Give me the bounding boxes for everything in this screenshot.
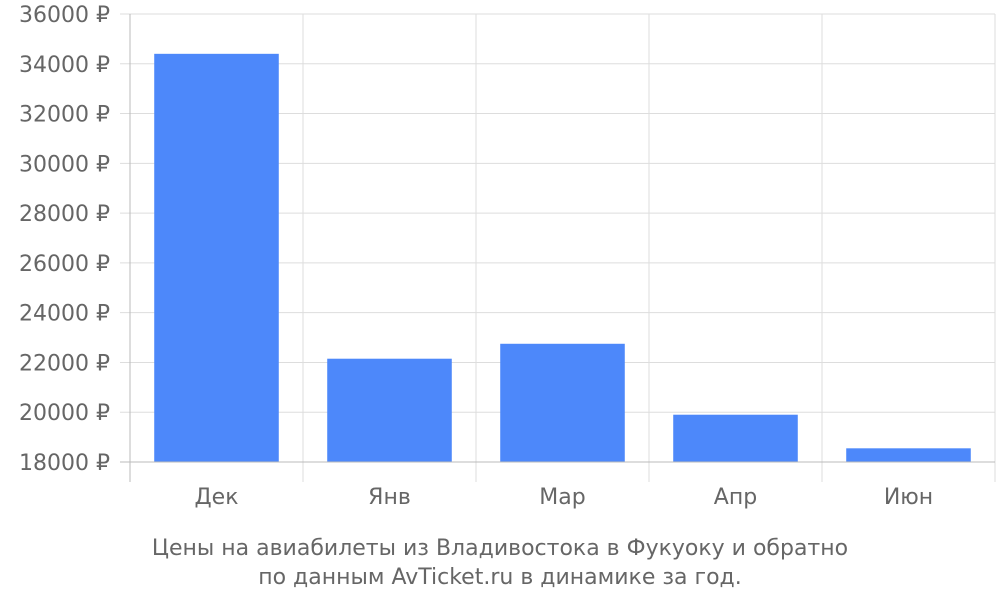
x-axis-ticks: Дек Янв Мар Апр Июн [194, 485, 933, 510]
y-tick-label: 28000 ₽ [19, 202, 110, 227]
caption-line-2: по данным AvTicket.ru в динамике за год. [258, 565, 742, 590]
caption-line-1: Цены на авиабилеты из Владивостока в Фук… [152, 536, 848, 561]
x-tick-label: Янв [368, 485, 411, 510]
y-tick-label: 30000 ₽ [19, 152, 110, 177]
axes [120, 14, 995, 482]
bar-2 [327, 358, 452, 462]
x-tick-label: Мар [539, 485, 585, 510]
y-tick-label: 18000 ₽ [19, 451, 110, 476]
x-tick-label: Дек [194, 485, 238, 510]
y-tick-label: 22000 ₽ [19, 351, 110, 376]
y-tick-label: 34000 ₽ [19, 53, 110, 78]
bar-3 [500, 343, 625, 462]
x-tick-label: Июн [884, 485, 933, 510]
y-tick-label: 36000 ₽ [19, 3, 110, 28]
y-axis-ticks: 18000 ₽ 20000 ₽ 22000 ₽ 24000 ₽ 26000 ₽ 28000… [19, 3, 110, 476]
y-tick-label: 26000 ₽ [19, 252, 110, 277]
bars [154, 53, 971, 462]
y-tick-label: 20000 ₽ [19, 401, 110, 426]
y-tick-label: 32000 ₽ [19, 103, 110, 128]
x-tick-label: Апр [714, 485, 757, 510]
bar-5 [846, 448, 971, 462]
bar-4 [673, 414, 798, 462]
y-tick-label: 24000 ₽ [19, 302, 110, 327]
chart-caption: Цены на авиабилеты из Владивостока в Фук… [152, 536, 848, 590]
bar-1 [154, 53, 279, 462]
